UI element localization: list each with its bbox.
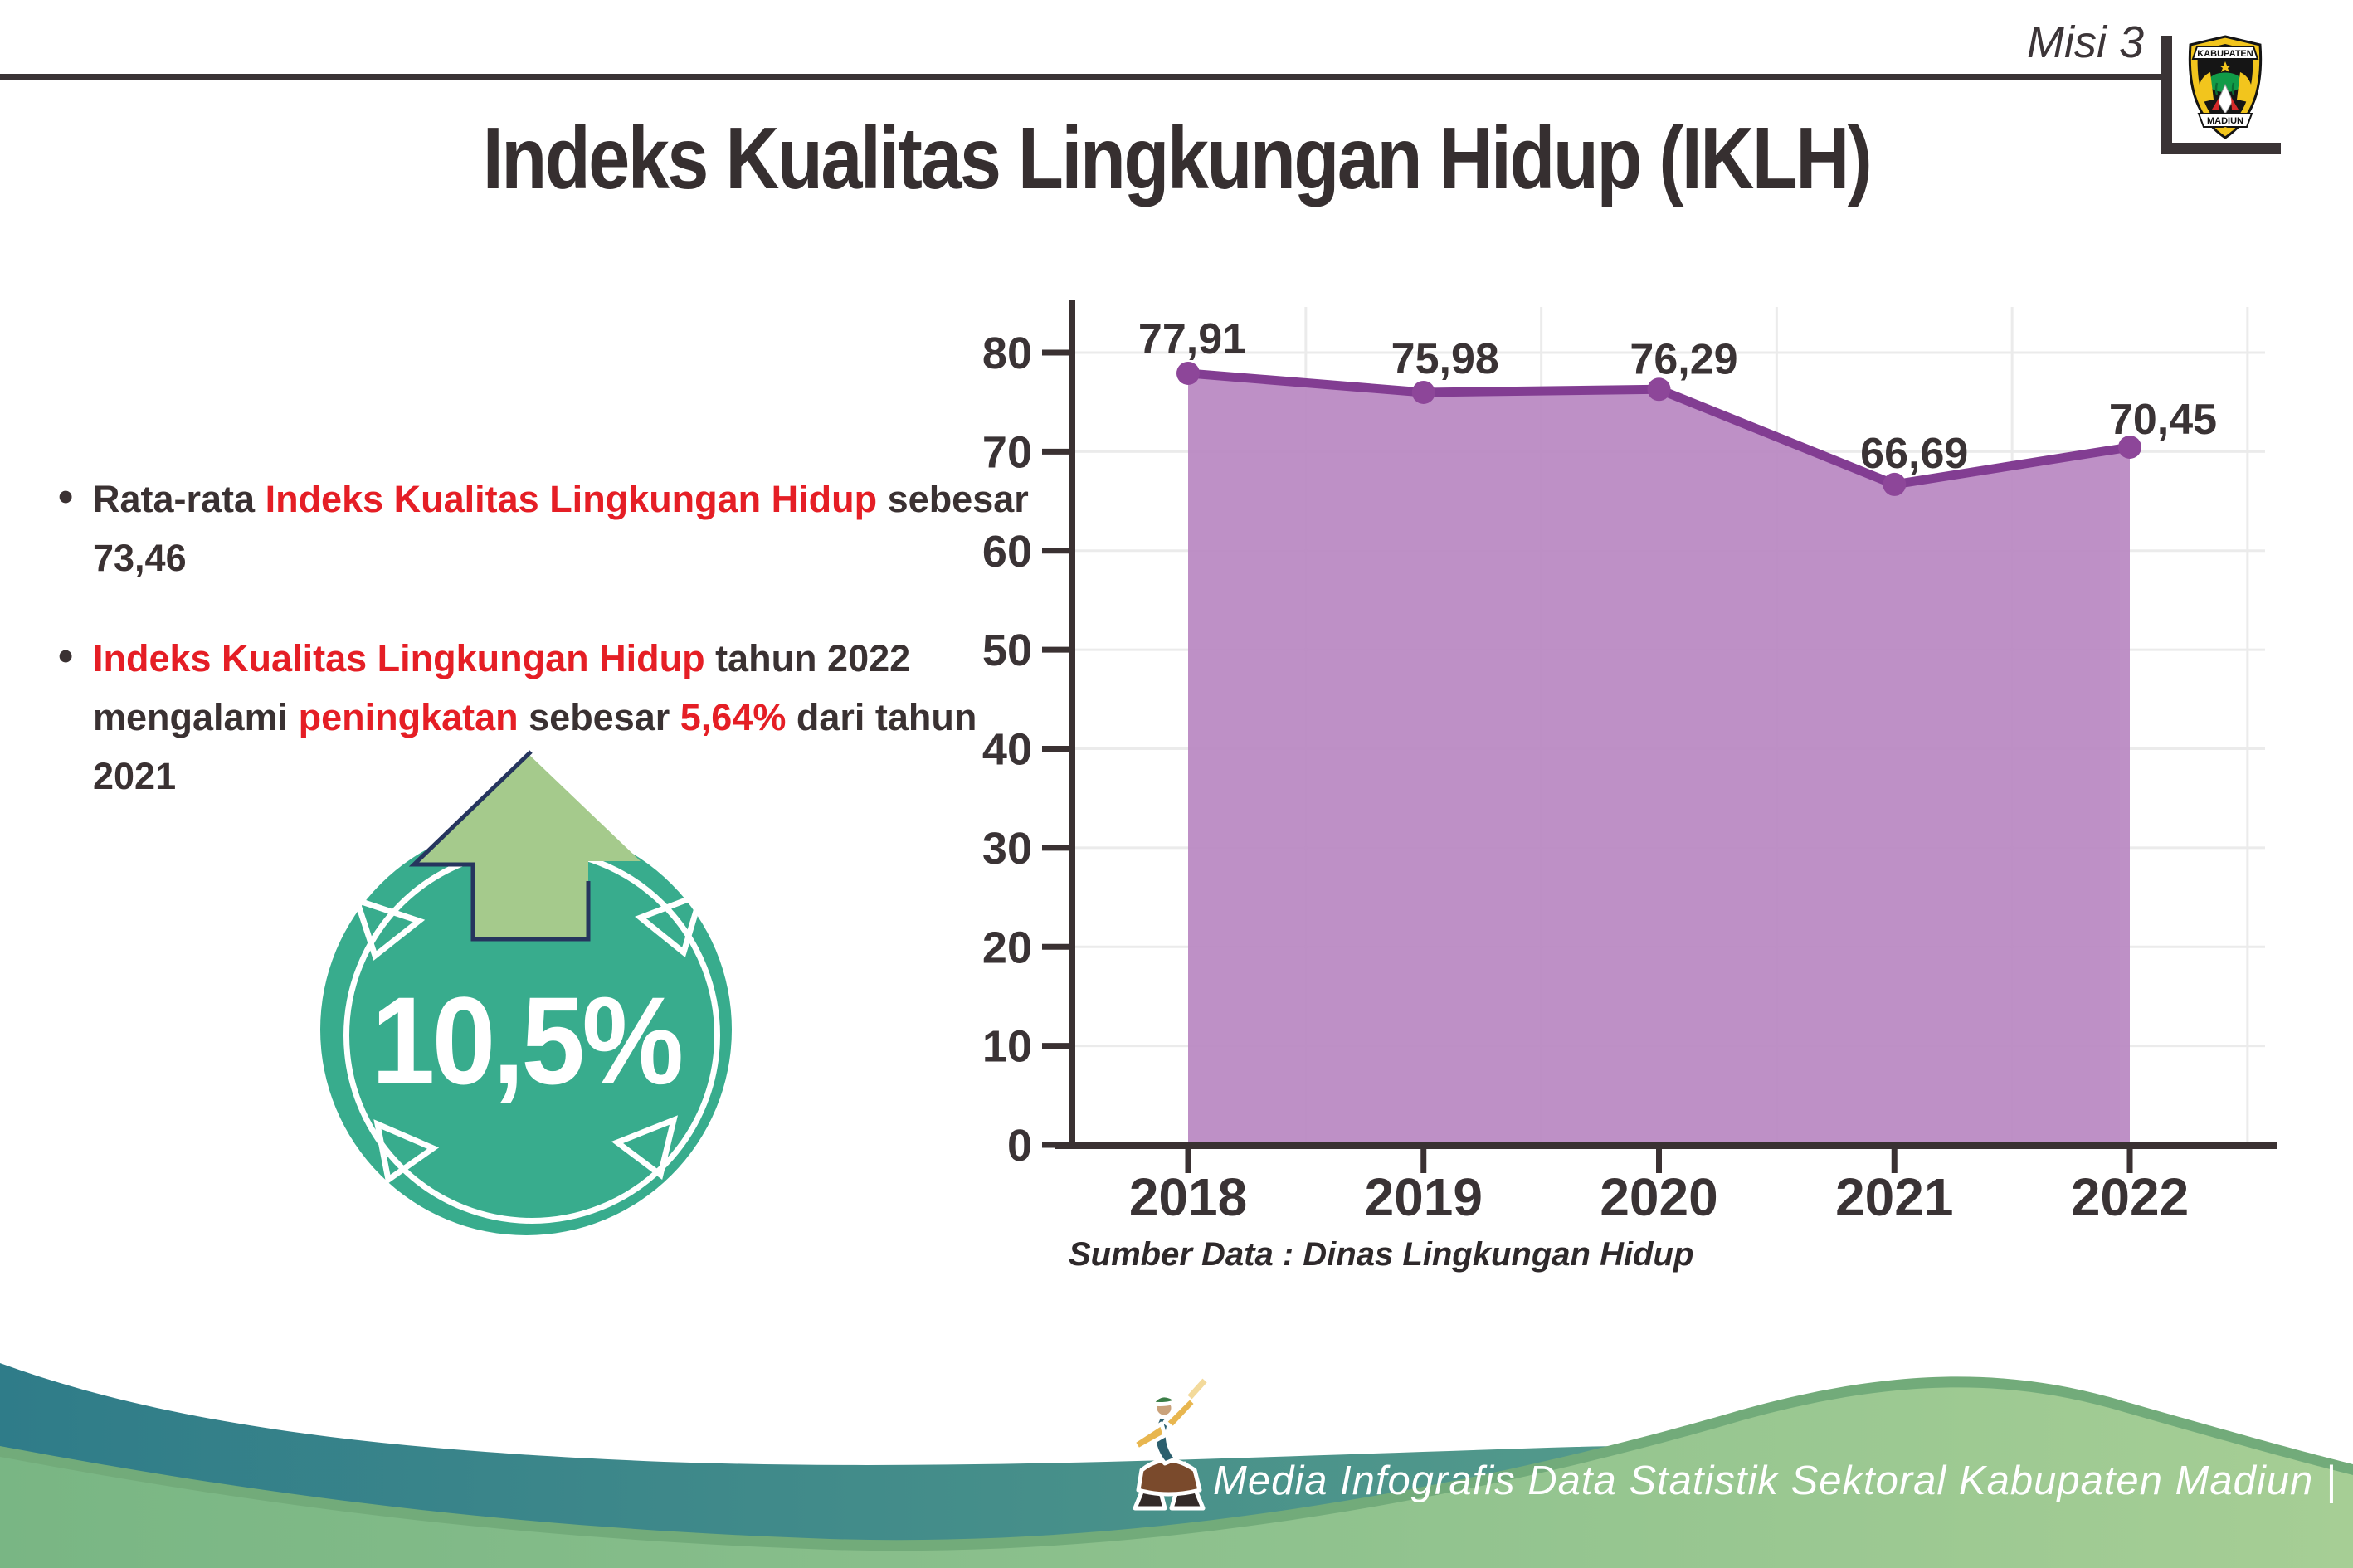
bullet-marker: • <box>58 632 74 680</box>
logo-banner-top <box>2191 46 2259 60</box>
logo-ribbon-left <box>2212 97 2219 110</box>
sparkle-triangle-icon <box>611 1115 678 1180</box>
logo-top-text: KABUPATEN <box>2197 49 2253 59</box>
y-tick-label: 60 <box>982 527 1032 577</box>
bullet-text-segment: tahun 2022 mengalami <box>93 637 911 738</box>
x-tick-label: 2020 <box>1600 1167 1717 1227</box>
bullet-text-segment: sebesar 73,46 <box>93 478 1029 579</box>
bullet-text-segment: dari tahun 2021 <box>93 696 977 797</box>
increase-badge-value: 10,5% <box>371 971 684 1110</box>
x-tick-label: 2021 <box>1835 1167 1953 1227</box>
data-point-label: 70,45 <box>2109 396 2217 444</box>
y-tick-label: 30 <box>982 824 1032 874</box>
logo-bottom-ornament <box>2217 127 2234 134</box>
logo-wing-right <box>2237 72 2253 103</box>
page-title: Indeks Kualitas Lingkungan Hidup (IKLH) <box>482 110 1873 207</box>
data-point-label: 76,29 <box>1630 335 1737 383</box>
chart-source-note: Sumber Data : Dinas Lingkungan Hidup <box>1069 1236 1694 1273</box>
x-tick-label: 2018 <box>1129 1167 1247 1227</box>
data-point-marker <box>1176 361 1200 385</box>
data-point-marker <box>1411 380 1435 404</box>
y-tick-label: 80 <box>982 329 1032 378</box>
bullet-average-iklh: • Rata-rata Indeks Kualitas Lingkungan H… <box>58 470 1030 587</box>
y-tick-label: 70 <box>982 427 1032 477</box>
sparkle-triangle-icon <box>352 895 426 961</box>
x-axis-line <box>1055 1142 2277 1149</box>
bullet-text-segment-red: Indeks Kualitas Lingkungan Hidup <box>265 478 878 520</box>
up-arrow-outline <box>408 750 591 942</box>
sparkle-triangle-icon <box>373 1119 440 1185</box>
bullet-text-segment-red: 5,64% <box>680 696 787 738</box>
data-point-marker <box>2118 436 2141 460</box>
data-point-label: 77,91 <box>1138 315 1246 363</box>
mission-label: Misi 3 <box>2026 17 2144 67</box>
x-tick-label: 2019 <box>1365 1167 1483 1227</box>
data-point-label: 66,69 <box>1860 430 1968 478</box>
logo-ribbon-right <box>2231 97 2239 110</box>
header-rule <box>0 74 2167 80</box>
logo-banner-bottom <box>2197 113 2253 128</box>
y-tick-label: 40 <box>982 725 1032 775</box>
up-arrow-icon <box>414 753 641 937</box>
y-tick-label: 0 <box>1007 1121 1032 1171</box>
logo-wing-left <box>2198 72 2214 103</box>
increase-badge-decoration <box>352 750 706 1185</box>
data-point-marker <box>1647 377 1671 402</box>
sparkle-triangle-icon <box>635 889 706 957</box>
y-tick-label: 10 <box>982 1022 1032 1072</box>
data-point-label: 75,98 <box>1391 335 1499 383</box>
bullet-text-segment: Rata-rata <box>93 478 266 520</box>
footer-waves <box>0 1363 2353 1568</box>
logo-frame-horizontal <box>2161 143 2281 154</box>
y-tick-label: 20 <box>982 923 1032 972</box>
logo-bottom-text: MADIUN <box>2207 116 2243 126</box>
y-axis-line <box>1069 300 1075 1148</box>
footer-green-hill <box>0 1387 2353 1568</box>
logo-star-icon <box>2219 61 2231 72</box>
bullet-marker: • <box>58 473 74 521</box>
y-tick-label: 50 <box>982 626 1032 675</box>
mascot-icon <box>1131 1378 1207 1511</box>
bullet-text-segment: sebesar <box>518 696 680 738</box>
bullet-increase-2022: • Indeks Kualitas Lingkungan Hidup tahun… <box>58 629 1030 806</box>
kabupaten-madiun-logo-icon: KABUPATEN MADIUN <box>2188 35 2263 139</box>
bullet-text-segment-red: peningkatan <box>298 696 519 738</box>
data-point-marker <box>1883 472 1907 496</box>
bullet-text-segment-red: Indeks Kualitas Lingkungan Hidup <box>93 637 705 679</box>
area-fill <box>1188 373 2130 1144</box>
logo-frame-vertical <box>2161 36 2172 154</box>
footer-caption: Media Infografis Data Statistik Sektoral… <box>1213 1458 2337 1503</box>
x-tick-label: 2022 <box>2071 1167 2189 1227</box>
